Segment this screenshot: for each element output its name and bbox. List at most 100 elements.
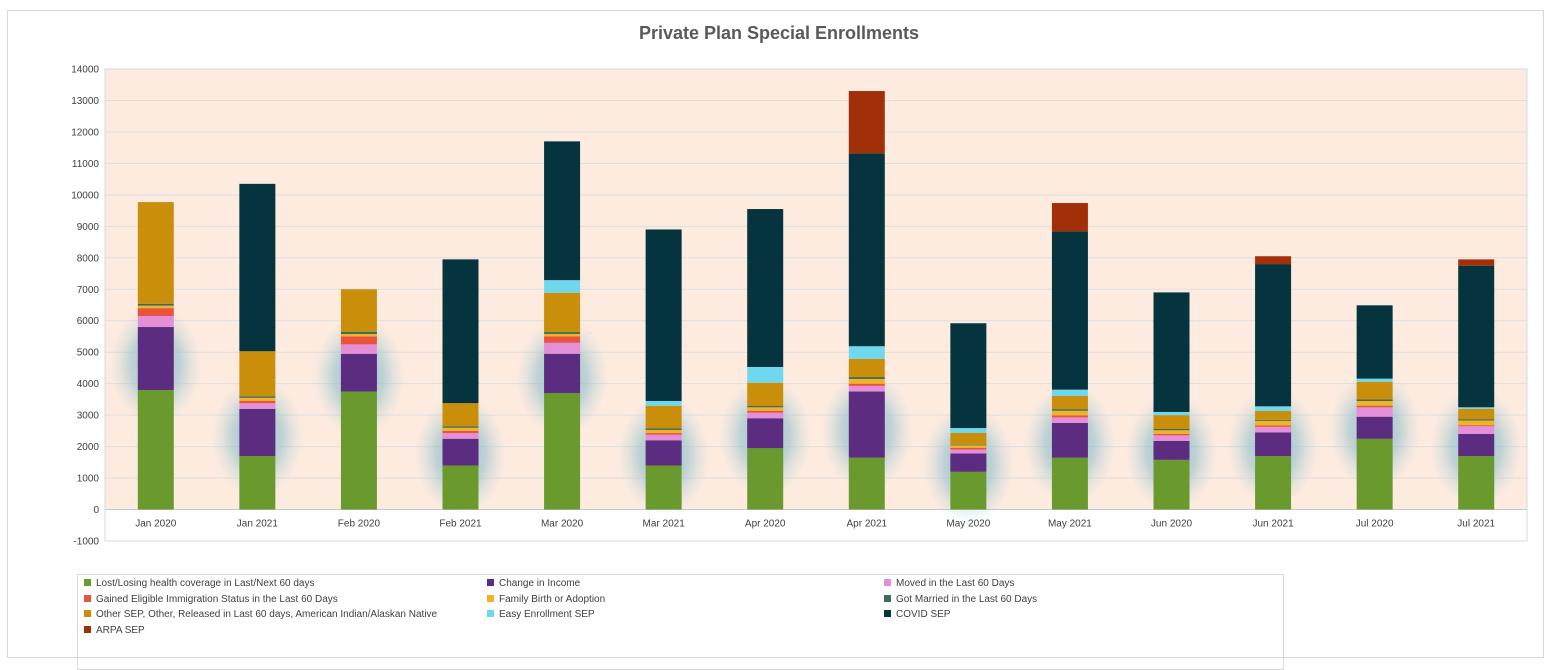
bar-segment [1051, 389, 1088, 396]
bar-segment [848, 457, 885, 510]
bar-segment [1356, 438, 1393, 510]
y-tick-label: 9000 [77, 222, 100, 233]
bar-segment [1458, 420, 1495, 426]
bar-segment [442, 403, 479, 427]
bar-segment [137, 303, 174, 306]
y-tick-label: 1000 [77, 474, 100, 485]
bar-segment [950, 471, 987, 510]
y-tick-label: 6000 [77, 316, 100, 327]
bar-segment [1255, 456, 1292, 510]
bar-segment [137, 305, 174, 309]
bar-segment [747, 418, 784, 449]
bar-segment [1255, 419, 1292, 421]
bar-segment [442, 438, 479, 466]
legend-label: Family Birth or Adoption [499, 593, 606, 605]
legend-item: Easy Enrollment SEP [487, 609, 595, 621]
bar-segment [950, 432, 987, 445]
bar-segment [239, 351, 276, 397]
x-tick-label: Jun 2020 [1151, 519, 1193, 530]
x-tick-label: Jan 2020 [135, 519, 177, 530]
x-tick-label: May 2021 [1048, 519, 1092, 530]
bar-segment [645, 428, 682, 430]
bar-segment [1356, 305, 1393, 379]
bar-segment [1255, 426, 1292, 433]
legend-item: COVID SEP [884, 609, 950, 621]
bar-segment [544, 141, 581, 281]
bar-segment [137, 389, 174, 510]
y-tick-label: 13000 [71, 96, 99, 107]
bar-segment [442, 433, 479, 439]
legend-item: ARPA SEP [84, 625, 145, 637]
bar-segment [1458, 425, 1495, 427]
chart-svg: Private Plan Special Enrollments -1000 0 1… [71, 23, 1528, 548]
x-tick-label: Feb 2021 [439, 519, 482, 530]
bar-segment [848, 383, 885, 386]
bar-segment [1255, 406, 1292, 412]
bar-segment [645, 429, 682, 434]
bar-segment [1051, 231, 1088, 390]
bar-segment [1255, 256, 1292, 265]
bar-segment [544, 280, 581, 293]
bar-segment [645, 440, 682, 466]
y-tick-label: 2000 [77, 442, 100, 453]
bar-segment [1255, 420, 1292, 426]
y-tick-label: 3000 [77, 411, 100, 422]
legend-swatch [884, 579, 891, 586]
bar-segment [848, 391, 885, 458]
bar-segment [340, 353, 377, 392]
bar-segment [1458, 426, 1495, 435]
legend-swatch [84, 594, 91, 602]
x-tick-label: Jul 2021 [1457, 519, 1495, 530]
bar-segment [1051, 417, 1088, 423]
legend-item: Other SEP, Other, Released in Last 60 da… [84, 609, 437, 621]
y-tick-label: 7000 [77, 285, 100, 296]
bar-segment [848, 385, 885, 392]
bar-segment [340, 344, 377, 354]
bar-segment [1458, 434, 1495, 457]
bar-segment [137, 202, 174, 304]
x-tick-label: Apr 2020 [745, 519, 786, 530]
bar-segment [645, 433, 682, 435]
legend-swatch [487, 579, 494, 586]
bar-segment [1051, 203, 1088, 232]
legend-item: Got Married in the Last 60 Days [884, 594, 1037, 606]
legend-swatch [487, 594, 494, 602]
bar-segment [645, 229, 682, 401]
y-tick-label: 0 [93, 505, 99, 516]
bar-segment [442, 426, 479, 428]
bar-segment [544, 353, 581, 394]
bar-segment [340, 391, 377, 510]
bar-segment [1255, 432, 1292, 457]
bar-segment [239, 403, 276, 409]
legend-label: Moved in the Last 60 Days [896, 578, 1015, 589]
legend-item: Family Birth or Adoption [487, 594, 605, 606]
bar-segment [239, 408, 276, 457]
legend-swatch [84, 610, 91, 617]
bar-segment [950, 444, 987, 446]
x-tick-label: Jun 2021 [1252, 519, 1294, 530]
bar-segment [1153, 428, 1190, 431]
bar-segment [1458, 265, 1495, 408]
legend-label: COVID SEP [896, 609, 951, 620]
bar-segment [239, 397, 276, 401]
plot-area-border [104, 68, 1528, 542]
bar-segment [1051, 423, 1088, 458]
plot-background-negative [105, 509, 1527, 541]
bar-segment [544, 393, 581, 510]
bar-segment [747, 406, 784, 408]
bar-segment [1153, 434, 1190, 436]
legend-swatch [84, 625, 91, 633]
bar-segment [1458, 419, 1495, 421]
bar-segment [747, 366, 784, 383]
bar-segment [1153, 430, 1190, 435]
bar-segment [1458, 456, 1495, 510]
x-tick-label: May 2020 [946, 519, 990, 530]
bar-segment [544, 333, 581, 337]
bar-segment [950, 447, 987, 450]
bar-segment [544, 342, 581, 354]
legend-swatch [884, 594, 891, 602]
legend-swatch [884, 610, 891, 617]
bar-segment [645, 405, 682, 429]
bar-segment [747, 382, 784, 407]
legend-label: Gained Eligible Immigration Status in th… [96, 593, 338, 605]
